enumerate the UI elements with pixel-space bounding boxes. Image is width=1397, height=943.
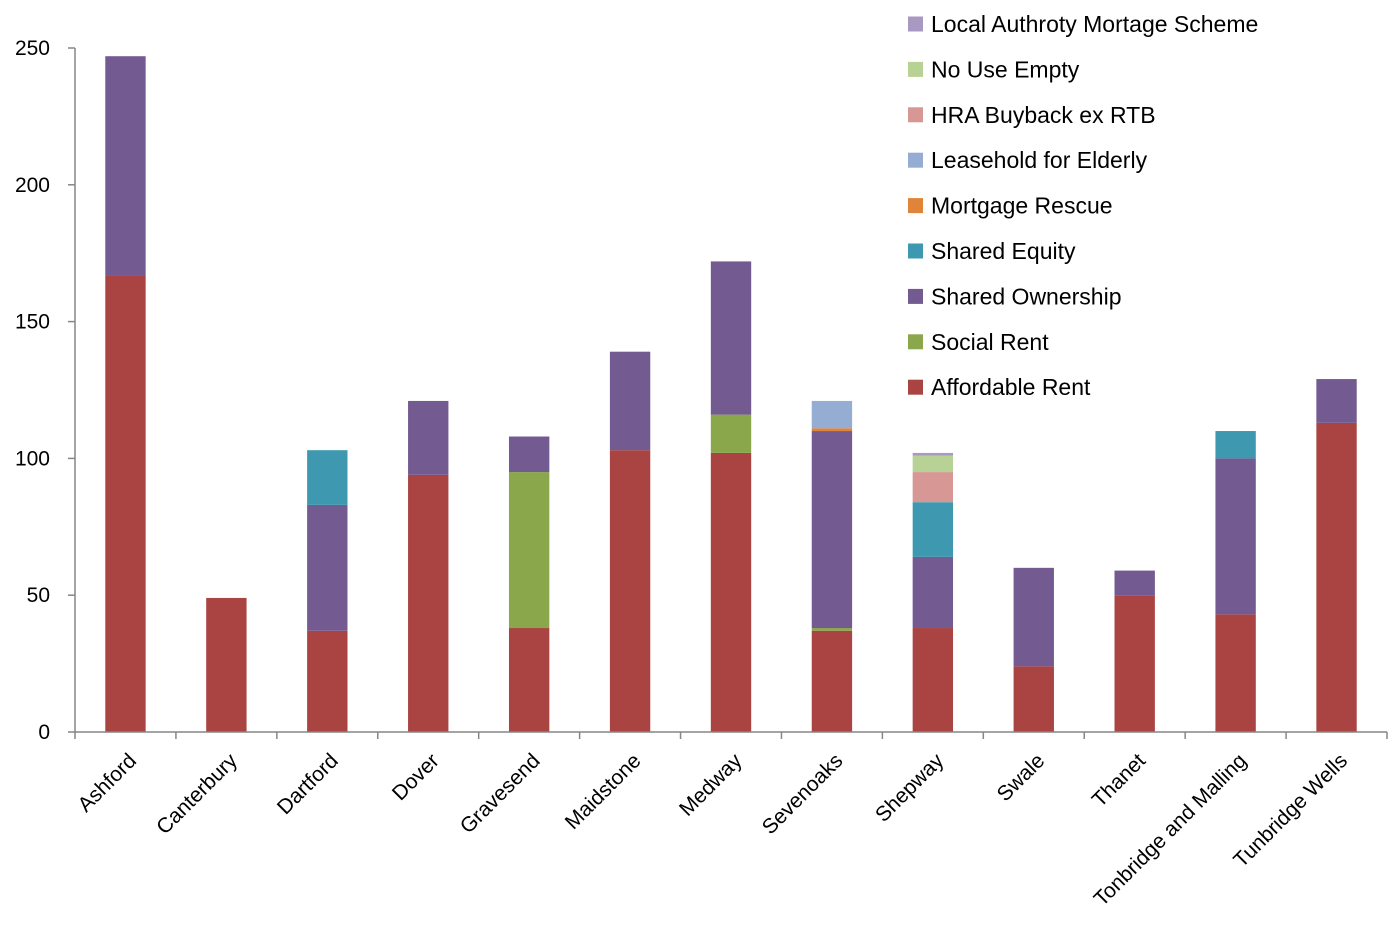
bar-segment-tunbridge-wells-shared-ownership: [1316, 379, 1357, 423]
bar-segment-shepway-local-authroty-mortage-scheme: [912, 452, 954, 456]
legend-label: Social Rent: [931, 329, 1049, 355]
bar-segment-shepway-affordable-rent: [912, 628, 954, 732]
legend-swatch: [908, 61, 923, 77]
bar-segment-sevenoaks-social-rent: [811, 628, 853, 631]
bar-segment-medway-affordable-rent: [710, 452, 752, 732]
x-tick-label: Maidstone: [561, 749, 646, 834]
legend-swatch: [908, 334, 923, 350]
legend-item: No Use Empty: [908, 56, 1080, 82]
legend-swatch: [908, 288, 923, 304]
legend-swatch: [908, 243, 923, 259]
bar-segment-medway-social-rent: [710, 414, 752, 453]
bar-segment-gravesend-social-rent: [508, 472, 550, 629]
legend-label: Mortgage Rescue: [931, 193, 1113, 219]
legend-item: Local Authroty Mortage Scheme: [908, 11, 1258, 37]
legend-item: Affordable Rent: [908, 374, 1091, 400]
legend-label: Leasehold for Elderly: [931, 147, 1148, 173]
legend-swatch: [908, 379, 923, 395]
bar-segment-tunbridge-wells-affordable-rent: [1316, 422, 1357, 732]
legend-item: Shared Equity: [908, 238, 1076, 264]
x-tick-label: Thanet: [1088, 749, 1151, 812]
legend-label: Local Authroty Mortage Scheme: [931, 11, 1258, 37]
bar-segment-sevenoaks-affordable-rent: [811, 630, 853, 732]
bar-segment-tonbridge-and-malling-shared-equity: [1215, 431, 1256, 459]
legend-swatch: [908, 198, 923, 214]
bar-segment-maidstone-shared-ownership: [609, 351, 651, 451]
y-tick-label: 150: [15, 311, 50, 334]
legend-item: Shared Ownership: [908, 283, 1122, 309]
bar-segment-swale-shared-ownership: [1013, 567, 1054, 667]
bar-segment-medway-shared-ownership: [710, 261, 752, 415]
legend-label: Affordable Rent: [931, 374, 1091, 400]
legend-item: Social Rent: [908, 329, 1049, 355]
legend: Local Authroty Mortage Scheme No Use Empt…: [908, 11, 1258, 400]
bar-segment-gravesend-affordable-rent: [508, 628, 550, 732]
bar-segment-gravesend-shared-ownership: [508, 436, 550, 473]
bar-segment-maidstone-affordable-rent: [609, 450, 651, 732]
bar-segment-shepway-shared-equity: [912, 502, 954, 557]
x-tick-label: Sevenoaks: [758, 749, 848, 839]
x-tick-label: Gravesend: [456, 749, 545, 838]
bar-segment-dover-shared-ownership: [408, 400, 449, 475]
legend-item: HRA Buyback ex RTB: [908, 102, 1156, 128]
bar-segment-shepway-hra-buyback-ex-rtb: [912, 472, 954, 503]
bar-segment-sevenoaks-leasehold-for-elderly: [811, 400, 853, 429]
y-tick-label: 200: [15, 174, 50, 197]
legend-swatch: [908, 107, 923, 123]
bar-segment-sevenoaks-mortgage-rescue: [811, 428, 853, 432]
bars-group: [105, 56, 1357, 732]
x-tick-label: Dover: [388, 749, 444, 805]
bar-segment-sevenoaks-shared-ownership: [811, 431, 853, 629]
x-tick-label: Medway: [675, 749, 747, 821]
legend-item: Mortgage Rescue: [908, 193, 1113, 219]
legend-label: Shared Equity: [931, 238, 1076, 264]
bar-segment-canterbury-affordable-rent: [206, 597, 247, 732]
bar-segment-dartford-shared-equity: [307, 450, 348, 505]
legend-swatch: [908, 16, 923, 32]
y-tick-label: 100: [15, 447, 50, 470]
x-tick-label: Shepway: [871, 749, 949, 827]
bar-segment-tonbridge-and-malling-affordable-rent: [1215, 614, 1256, 732]
bar-segment-tonbridge-and-malling-shared-ownership: [1215, 458, 1256, 615]
legend-label: HRA Buyback ex RTB: [931, 102, 1156, 128]
bar-segment-shepway-no-use-empty: [912, 455, 954, 473]
bar-segment-thanet-shared-ownership: [1114, 570, 1155, 596]
bar-segment-ashford-shared-ownership: [105, 56, 146, 276]
y-axis: 0 50 100 150 200 250: [15, 37, 76, 744]
y-tick-label: 50: [27, 584, 50, 607]
bar-segment-thanet-affordable-rent: [1114, 595, 1155, 732]
x-tick-label: Swale: [993, 749, 1050, 806]
bar-segment-dover-affordable-rent: [408, 474, 449, 732]
bar-segment-dartford-shared-ownership: [307, 504, 348, 631]
bar-segment-swale-affordable-rent: [1013, 666, 1054, 732]
bar-segment-dartford-affordable-rent: [307, 630, 348, 732]
x-tick-label: Dartford: [273, 749, 343, 819]
legend-label: Shared Ownership: [931, 283, 1122, 309]
bar-segment-shepway-shared-ownership: [912, 556, 954, 629]
y-tick-label: 0: [38, 721, 50, 744]
legend-item: Leasehold for Elderly: [908, 147, 1148, 173]
x-tick-label: Canterbury: [152, 749, 242, 839]
legend-label: No Use Empty: [931, 56, 1080, 82]
legend-swatch: [908, 152, 923, 168]
x-axis: Ashford Canterbury Dartford Dover Gravesend M…: [74, 731, 1388, 911]
y-tick-label: 250: [15, 37, 50, 60]
x-tick-label: Ashford: [74, 749, 141, 816]
bar-segment-ashford-affordable-rent: [105, 275, 146, 732]
